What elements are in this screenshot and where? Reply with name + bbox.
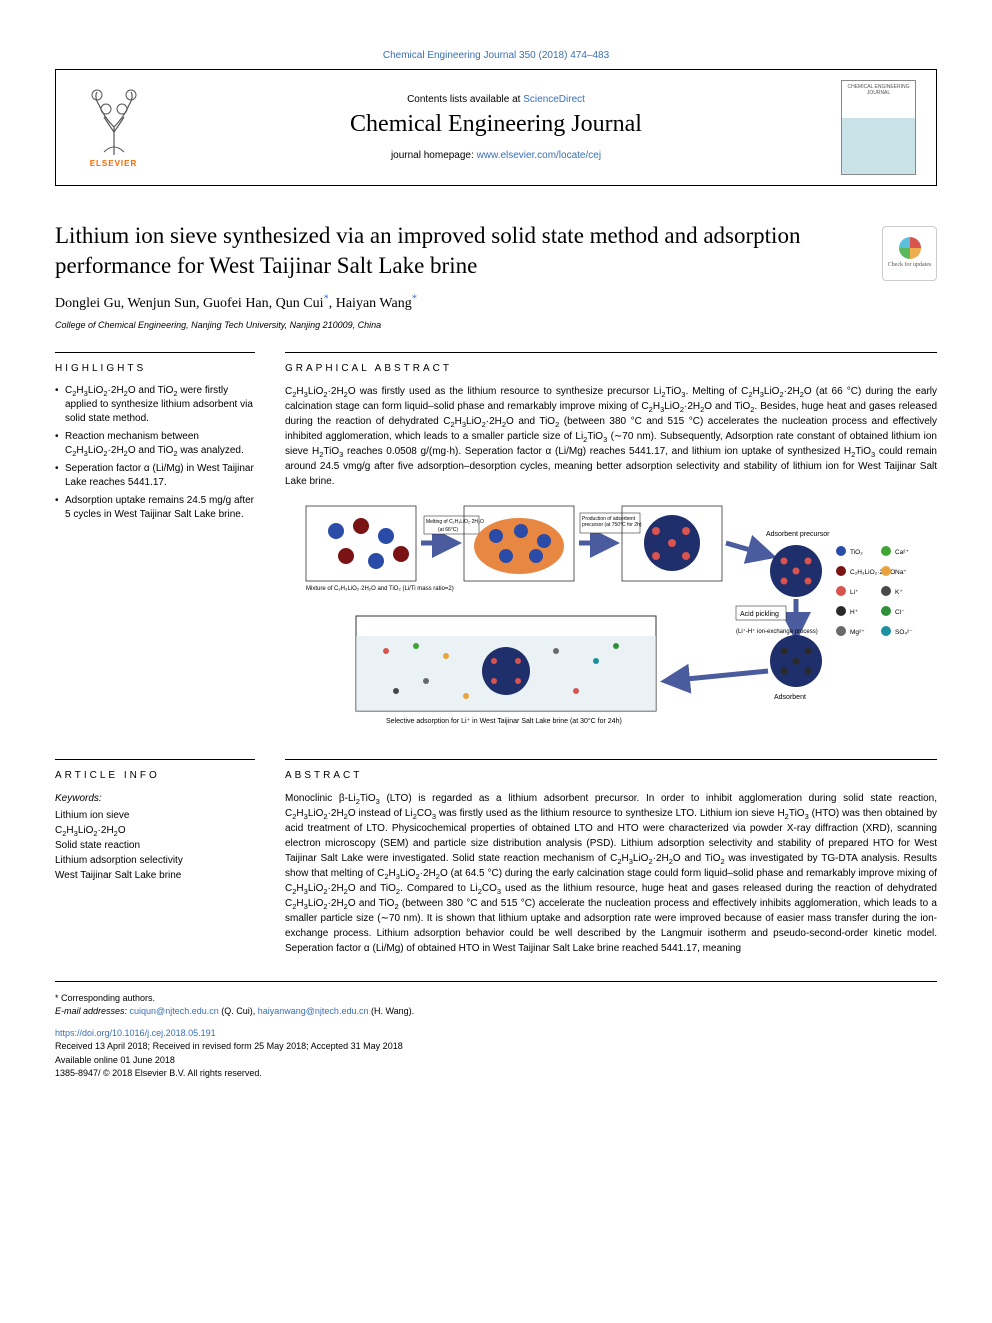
svg-text:Melting of C₂H₃LiO₂·2H₂O: Melting of C₂H₃LiO₂·2H₂O xyxy=(426,519,484,525)
crossmark-icon xyxy=(899,237,921,259)
graphical-abstract-heading: GRAPHICAL ABSTRACT xyxy=(285,352,937,374)
graphical-abstract-figure: Mixture of C₂H₃LiO₂·2H₂O and TiO₂ (Li/Ti… xyxy=(285,501,937,731)
keyword-item: Solid state reaction xyxy=(55,838,255,853)
available-line: Available online 01 June 2018 xyxy=(55,1054,937,1068)
elsevier-label: ELSEVIER xyxy=(90,159,138,168)
graphical-abstract-text: C2H3LiO2·2H2O was firstly used as the li… xyxy=(285,384,937,489)
article-info: Keywords: Lithium ion sieveC2H3LiO2·2H2O… xyxy=(55,791,255,883)
check-updates-label: Check for updates xyxy=(888,262,932,270)
footer: * Corresponding authors. E-mail addresse… xyxy=(55,981,937,1081)
highlight-item: Reaction mechanism between C2H3LiO2·2H2O… xyxy=(55,430,255,458)
keywords-heading: Keywords: xyxy=(55,791,255,806)
svg-text:K⁺: K⁺ xyxy=(895,589,903,596)
svg-text:Na⁺: Na⁺ xyxy=(895,569,907,576)
email-link-1[interactable]: cuiqun@njtech.edu.cn xyxy=(130,1006,219,1016)
svg-text:precursor (at 750°C for 2h): precursor (at 750°C for 2h) xyxy=(582,522,642,528)
svg-text:Acid pickling: Acid pickling xyxy=(740,611,779,618)
running-head-link[interactable]: Chemical Engineering Journal 350 (2018) … xyxy=(383,50,609,61)
keyword-item: West Taijinar Salt Lake brine xyxy=(55,868,255,883)
svg-text:(Li⁺-H⁺ ion-exchange process): (Li⁺-H⁺ ion-exchange process) xyxy=(736,628,818,635)
homepage-link[interactable]: www.elsevier.com/locate/cej xyxy=(477,150,602,161)
keyword-item: C2H3LiO2·2H2O xyxy=(55,823,255,838)
article-info-heading: ARTICLE INFO xyxy=(55,759,255,781)
highlights-heading: HIGHLIGHTS xyxy=(55,352,255,374)
svg-text:Selective adsorption for Li⁺ i: Selective adsorption for Li⁺ in West Tai… xyxy=(386,717,622,725)
svg-text:Cl⁻: Cl⁻ xyxy=(895,609,905,616)
journal-homepage: journal homepage: www.elsevier.com/locat… xyxy=(151,150,841,161)
journal-cover-label: CHEMICAL ENGINEERING JOURNAL xyxy=(846,85,911,96)
journal-header: ELSEVIER Contents lists available at Sci… xyxy=(55,69,937,186)
svg-text:Adsorbent precursor: Adsorbent precursor xyxy=(766,531,830,538)
corresponding-label: * Corresponding authors. xyxy=(55,992,937,1006)
doi-link[interactable]: https://doi.org/10.1016/j.cej.2018.05.19… xyxy=(55,1028,216,1038)
email-line: E-mail addresses: cuiqun@njtech.edu.cn (… xyxy=(55,1005,937,1019)
contents-lists: Contents lists available at ScienceDirec… xyxy=(151,94,841,105)
highlight-item: Adsorption uptake remains 24.5 mg/g afte… xyxy=(55,494,255,522)
check-updates-badge[interactable]: Check for updates xyxy=(882,226,937,281)
svg-text:Li⁺: Li⁺ xyxy=(850,589,859,596)
svg-text:Ca²⁺: Ca²⁺ xyxy=(895,549,909,556)
received-line: Received 13 April 2018; Received in revi… xyxy=(55,1040,937,1054)
highlights-list: C2H3LiO2·2H2O and TiO2 were firstly appl… xyxy=(55,384,255,522)
abstract-heading: ABSTRACT xyxy=(285,759,937,781)
keyword-item: Lithium adsorption selectivity xyxy=(55,853,255,868)
svg-text:TiO₂: TiO₂ xyxy=(850,549,863,556)
running-head: Chemical Engineering Journal 350 (2018) … xyxy=(55,50,937,61)
svg-text:H⁺: H⁺ xyxy=(850,609,859,616)
highlight-item: Seperation factor α (Li/Mg) in West Taij… xyxy=(55,462,255,490)
svg-text:Adsorbent: Adsorbent xyxy=(774,694,806,701)
journal-cover-thumbnail: CHEMICAL ENGINEERING JOURNAL xyxy=(841,80,916,175)
elsevier-tree-icon xyxy=(79,87,149,157)
article-title: Lithium ion sieve synthesized via an imp… xyxy=(55,221,937,281)
keyword-item: Lithium ion sieve xyxy=(55,808,255,823)
svg-text:(at 66°C): (at 66°C) xyxy=(438,527,458,533)
svg-text:SO₄²⁻: SO₄²⁻ xyxy=(895,629,913,636)
highlight-item: C2H3LiO2·2H2O and TiO2 were firstly appl… xyxy=(55,384,255,426)
affiliation: College of Chemical Engineering, Nanjing… xyxy=(55,320,937,330)
copyright-line: 1385-8947/ © 2018 Elsevier B.V. All righ… xyxy=(55,1067,937,1081)
sciencedirect-link[interactable]: ScienceDirect xyxy=(523,94,585,105)
elsevier-logo: ELSEVIER xyxy=(76,83,151,173)
abstract-text: Monoclinic β-Li2TiO3 (LTO) is regarded a… xyxy=(285,791,937,956)
svg-text:Mg²⁺: Mg²⁺ xyxy=(850,629,865,636)
journal-title: Chemical Engineering Journal xyxy=(151,111,841,138)
svg-text:Mixture of C₂H₃LiO₂·2H₂O and T: Mixture of C₂H₃LiO₂·2H₂O and TiO₂ (Li/Ti… xyxy=(306,586,454,592)
email-link-2[interactable]: haiyanwang@njtech.edu.cn xyxy=(258,1006,369,1016)
author-list: Donglei Gu, Wenjun Sun, Guofei Han, Qun … xyxy=(55,296,937,312)
